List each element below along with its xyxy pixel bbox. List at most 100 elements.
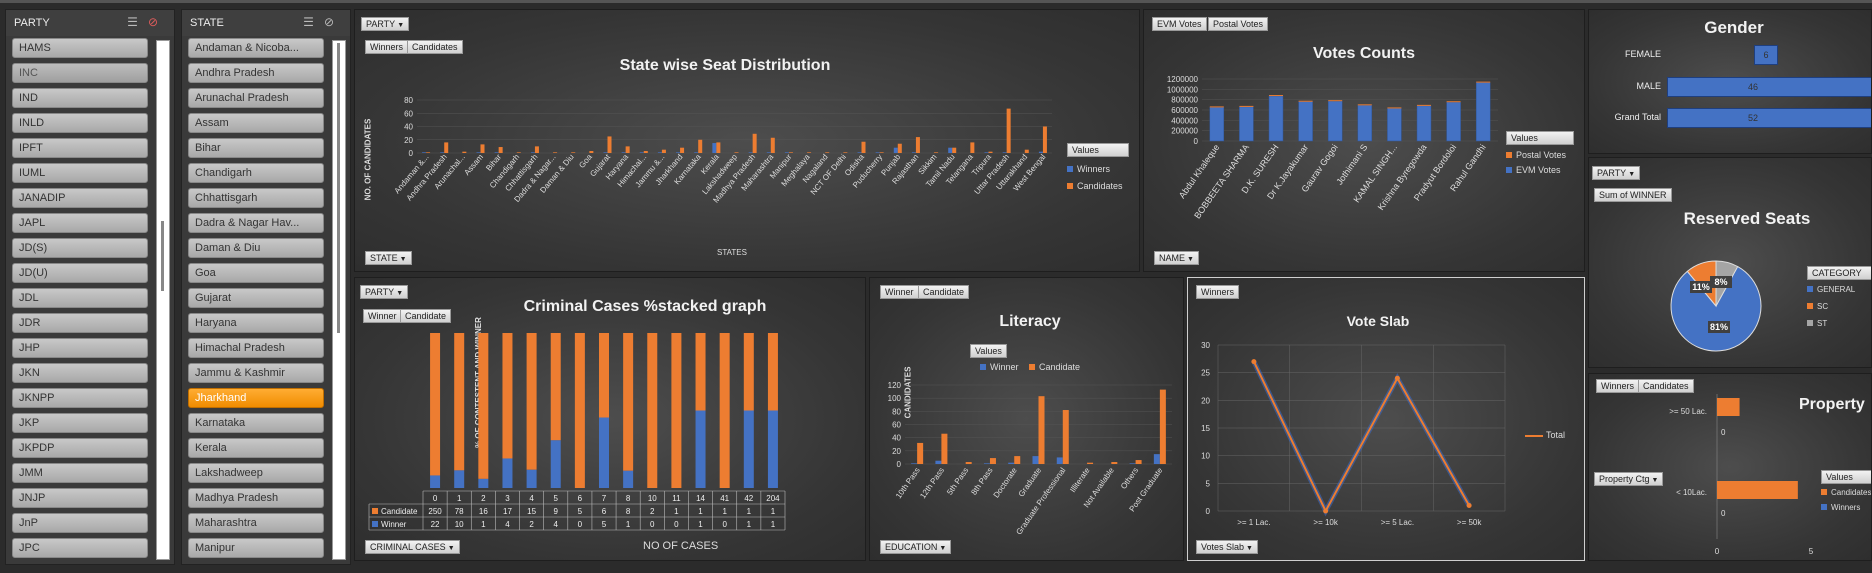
- candidate-field-button[interactable]: Candidate: [400, 309, 452, 323]
- clear-filter-icon[interactable]: ⊘: [323, 15, 344, 29]
- slicer-item[interactable]: Andhra Pradesh: [188, 63, 324, 83]
- seat-bar: [571, 152, 576, 153]
- slicer-item[interactable]: Kerala: [188, 438, 324, 458]
- gender-value: 46: [1748, 82, 1759, 92]
- slicer-item[interactable]: Lakshadweep: [188, 463, 324, 483]
- criminal-cases-field-button[interactable]: CRIMINAL CASES ▼: [365, 540, 460, 554]
- candidate-cell: 1: [747, 507, 752, 516]
- slicer-item[interactable]: Chandigarh: [188, 163, 324, 183]
- criminal-cases-panel: PARTY ▼ Winner Candidate CRIMINAL CASES ▼ …: [354, 277, 866, 561]
- literacy-bar: [1038, 396, 1045, 464]
- winners-field-button[interactable]: Winners: [1196, 285, 1240, 299]
- slicer-item[interactable]: JKP: [12, 413, 148, 433]
- winner-field-button[interactable]: Winner: [363, 309, 402, 323]
- x-tick-label: >= 10k: [1313, 518, 1338, 527]
- slicer-item[interactable]: JKPDP: [12, 438, 148, 458]
- reserved-legend-title: CATEGORY: [1807, 266, 1871, 280]
- slicer-item[interactable]: JnP: [12, 513, 148, 533]
- slicer-item[interactable]: JNJP: [12, 488, 148, 508]
- seat-bar: [589, 151, 594, 153]
- party-field-button[interactable]: PARTY ▼: [1592, 166, 1641, 180]
- slicer-item[interactable]: JKN: [12, 363, 148, 383]
- slicer-item[interactable]: Haryana: [188, 313, 324, 333]
- state-slicer: STATE ☰⊘ Andaman & Nicoba... Andhra Prade…: [181, 9, 351, 565]
- slicer-item[interactable]: Andaman & Nicoba...: [188, 38, 324, 58]
- slicer-item[interactable]: JD(U): [12, 263, 148, 283]
- slicer-item[interactable]: JDL: [12, 288, 148, 308]
- slicer-item[interactable]: IND: [12, 88, 148, 108]
- reserved-seats-title: Reserved Seats: [1683, 209, 1811, 228]
- slicer-item[interactable]: JKNPP: [12, 388, 148, 408]
- multi-select-icon[interactable]: ☰: [127, 15, 148, 29]
- party-slicer-scrollbar[interactable]: [156, 40, 170, 560]
- slicer-item[interactable]: JDR: [12, 313, 148, 333]
- table-header-cell: 11: [672, 494, 681, 503]
- evm-votes-field-button[interactable]: EVM Votes: [1152, 17, 1207, 31]
- party-field-button[interactable]: PARTY ▼: [360, 285, 409, 299]
- votes-slab-field-button[interactable]: Votes Slab ▼: [1196, 540, 1258, 554]
- seat-bar: [879, 152, 884, 153]
- postal-votes-field-button[interactable]: Postal Votes: [1208, 17, 1269, 31]
- slicer-item[interactable]: JD(S): [12, 238, 148, 258]
- slicer-item[interactable]: Jammu & Kashmir: [188, 363, 324, 383]
- slicer-item[interactable]: Arunachal Pradesh: [188, 88, 324, 108]
- candidate-row-label: Candidate: [381, 507, 418, 516]
- seat-bar: [948, 147, 953, 153]
- slicer-item[interactable]: Bihar: [188, 138, 324, 158]
- slicer-item[interactable]: Jharkhand: [188, 388, 324, 408]
- pie-data-label: 8%: [1714, 277, 1727, 287]
- clear-filter-icon[interactable]: ⊘: [147, 15, 168, 29]
- multi-select-icon[interactable]: ☰: [303, 15, 324, 29]
- education-field-button[interactable]: EDUCATION ▼: [880, 540, 952, 554]
- slicer-item[interactable]: Assam: [188, 113, 324, 133]
- slicer-item[interactable]: Manipur: [188, 538, 324, 558]
- slicer-item[interactable]: Himachal Pradesh: [188, 338, 324, 358]
- table-header-cell: 5: [554, 494, 559, 503]
- gender-label: FEMALE: [1624, 49, 1661, 59]
- slicer-item[interactable]: INLD: [12, 113, 148, 133]
- legend-item-postal-votes: Postal Votes: [1506, 150, 1574, 160]
- party-slicer-header: PARTY ☰⊘: [6, 10, 174, 36]
- sum-of-winner-button[interactable]: Sum of WINNER: [1594, 188, 1672, 202]
- scroll-thumb[interactable]: [337, 43, 340, 333]
- candidate-bar: [526, 333, 537, 470]
- literacy-bar: [1111, 462, 1118, 464]
- slicer-item[interactable]: JMM: [12, 463, 148, 483]
- slicer-item[interactable]: Maharashtra: [188, 513, 324, 533]
- slicer-item[interactable]: Karnataka: [188, 413, 324, 433]
- slicer-item[interactable]: JANADIP: [12, 188, 148, 208]
- slicer-item[interactable]: JHP: [12, 338, 148, 358]
- slicer-item[interactable]: JPC: [12, 538, 148, 558]
- name-field-button[interactable]: NAME ▼: [1154, 251, 1199, 265]
- slicer-item[interactable]: IPFT: [12, 138, 148, 158]
- candidate-bar: [478, 333, 489, 479]
- slicer-item[interactable]: Daman & Diu: [188, 238, 324, 258]
- party-field-button[interactable]: PARTY ▼: [361, 17, 410, 31]
- slicer-item[interactable]: Chhattisgarh: [188, 188, 324, 208]
- slicer-item[interactable]: INC: [12, 63, 148, 83]
- slicer-item[interactable]: JAPL: [12, 213, 148, 233]
- x-tick-label: 12th Pass: [918, 466, 946, 500]
- state-slicer-scrollbar[interactable]: [332, 40, 346, 560]
- candidate-cell: 1: [698, 507, 703, 516]
- table-header-cell: 14: [696, 494, 705, 503]
- slicer-item[interactable]: IUML: [12, 163, 148, 183]
- y-tick-label: 40: [404, 123, 413, 132]
- scroll-thumb[interactable]: [161, 221, 164, 291]
- literacy-legend-title: Values: [970, 344, 1007, 358]
- state-field-button[interactable]: STATE ▼: [365, 251, 412, 265]
- criminal-chart-plot: 0 1 2 3 4 5 6 7 8 10 11 14 41 42 204CandidateWinner250…: [368, 333, 786, 531]
- slicer-item[interactable]: Gujarat: [188, 288, 324, 308]
- candidate-field-button[interactable]: Candidate: [918, 285, 970, 299]
- slicer-item[interactable]: HAMS: [12, 38, 148, 58]
- property-ctg-field-button[interactable]: Property Ctg ▼: [1594, 472, 1664, 486]
- slicer-item[interactable]: Dadra & Nagar Hav...: [188, 213, 324, 233]
- winners-field-button[interactable]: Winners: [1596, 379, 1640, 393]
- slicer-item[interactable]: Goa: [188, 263, 324, 283]
- slicer-item[interactable]: Madhya Pradesh: [188, 488, 324, 508]
- winner-bar: [430, 475, 441, 488]
- gender-bar: 52: [1667, 108, 1871, 128]
- winners-field-button[interactable]: Winners: [365, 40, 409, 54]
- candidates-field-button[interactable]: Candidates: [1638, 379, 1694, 393]
- candidates-field-button[interactable]: Candidates: [407, 40, 463, 54]
